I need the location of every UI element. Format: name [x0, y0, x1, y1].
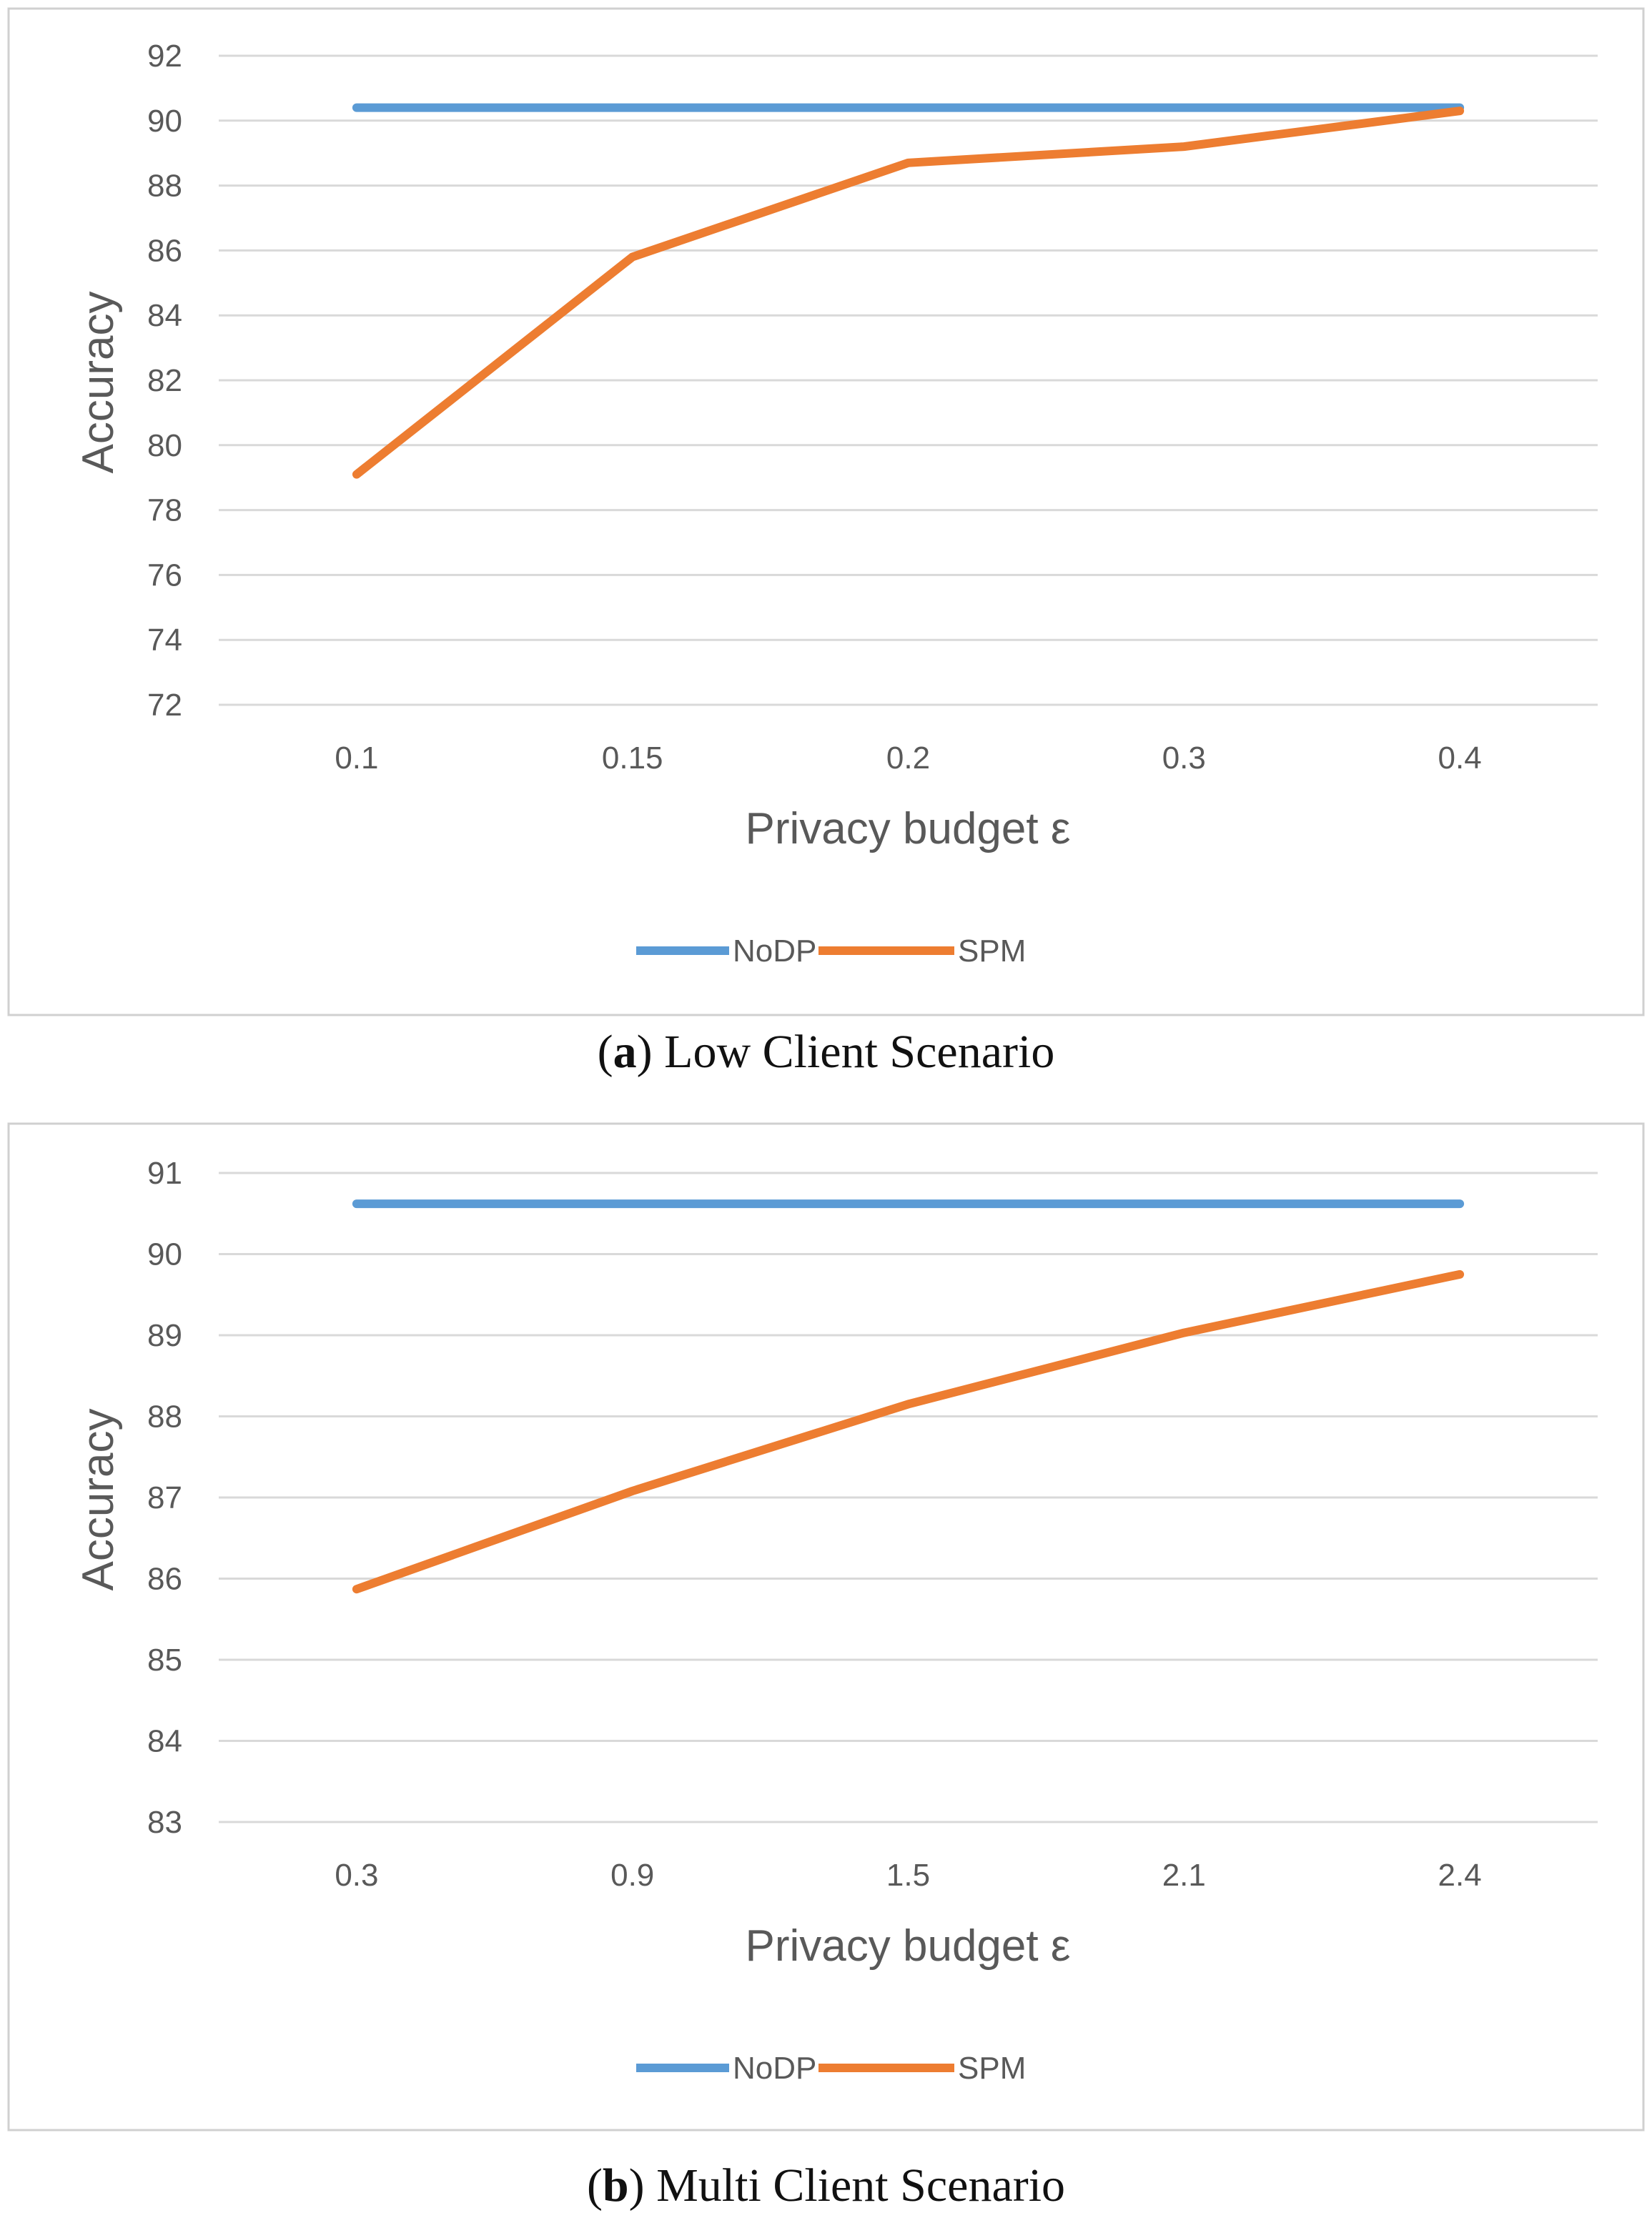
y-tick-label: 89	[147, 1318, 182, 1353]
x-tick-label: 0.9	[610, 1858, 654, 1893]
caption-a-text: Low Client Scenario	[664, 1026, 1054, 1078]
y-tick-label: 84	[147, 1724, 182, 1759]
y-tick-label: 92	[147, 39, 182, 74]
caption-a-label: a	[613, 1026, 637, 1078]
chart-a-ylabel: Accuracy	[74, 292, 123, 474]
chart-a-caption: (a) Low Client Scenario	[0, 1025, 1652, 1079]
y-tick-label: 83	[147, 1805, 182, 1840]
x-tick-label: 0.3	[335, 1858, 378, 1893]
x-tick-label: 0.4	[1438, 741, 1482, 776]
y-tick-label: 90	[147, 1237, 182, 1272]
y-tick-label: 87	[147, 1480, 182, 1515]
y-tick-label: 88	[147, 1400, 182, 1435]
chart-b-caption: (b) Multi Client Scenario	[0, 2159, 1652, 2213]
chart-panel-b: 83 84 85 86 87 88 89 90 91 0.3 0.9 1.5 2.1 2.4 Accur…	[0, 1115, 1652, 2209]
y-tick-label: 74	[147, 623, 182, 658]
y-tick-label: 84	[147, 298, 182, 333]
y-tick-label: 76	[147, 558, 182, 593]
y-tick-label: 82	[147, 363, 182, 398]
chart-b-svg: 83 84 85 86 87 88 89 90 91 0.3 0.9 1.5 2.1 2.4 Accur…	[0, 1115, 1652, 2144]
x-tick-label: 0.3	[1162, 741, 1206, 776]
caption-b-text: Multi Client Scenario	[656, 2159, 1065, 2212]
x-tick-label: 1.5	[886, 1858, 930, 1893]
legend-nodp-label: NoDP	[733, 934, 816, 969]
y-tick-label: 85	[147, 1643, 182, 1678]
x-tick-label: 0.2	[886, 741, 930, 776]
y-tick-label: 80	[147, 428, 182, 463]
y-tick-label: 86	[147, 233, 182, 268]
y-tick-label: 91	[147, 1156, 182, 1191]
x-tick-label: 0.15	[602, 741, 663, 776]
legend-nodp-label: NoDP	[733, 2051, 816, 2086]
legend-spm-label: SPM	[958, 934, 1026, 969]
x-tick-label: 2.4	[1438, 1858, 1482, 1893]
legend-spm-label: SPM	[958, 2051, 1026, 2086]
chart-b-xlabel: Privacy budget ε	[746, 1921, 1071, 1971]
chart-a-xlabel: Privacy budget ε	[746, 804, 1071, 853]
y-tick-label: 88	[147, 169, 182, 204]
y-tick-label: 86	[147, 1562, 182, 1597]
caption-b-label: b	[603, 2159, 629, 2212]
x-tick-label: 0.1	[335, 741, 378, 776]
chart-b-ylabel: Accuracy	[74, 1409, 123, 1591]
chart-a-frame	[9, 9, 1643, 1015]
y-tick-label: 90	[147, 104, 182, 139]
y-tick-label: 72	[147, 688, 182, 723]
x-tick-label: 2.1	[1162, 1858, 1206, 1893]
chart-b-frame	[9, 1124, 1643, 2130]
y-tick-label: 78	[147, 493, 182, 528]
